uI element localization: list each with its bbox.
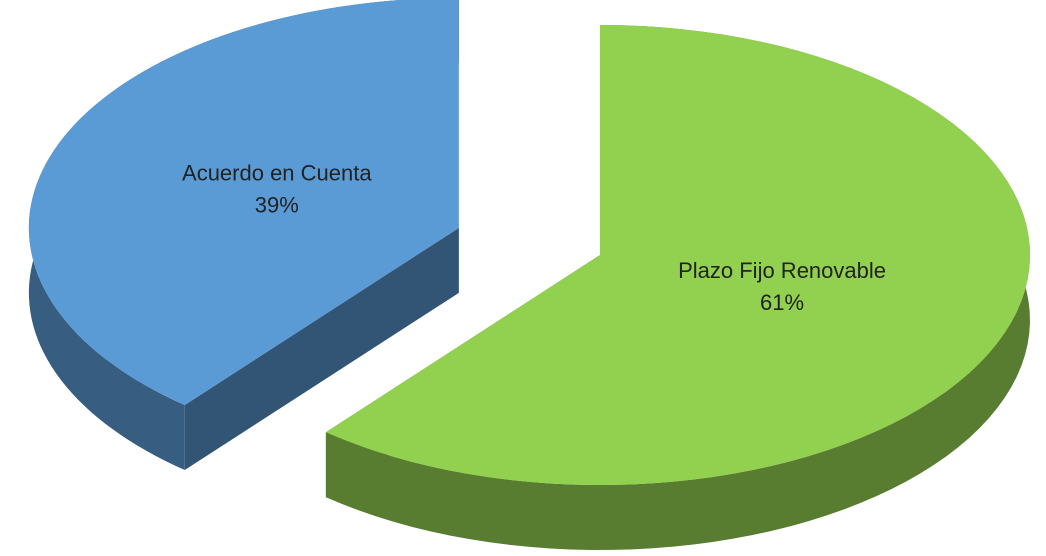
slice-wall [325,25,1030,550]
slice-value-label: 39% [255,193,299,218]
slice-side [184,227,459,471]
slice [325,25,1030,550]
slice [28,0,459,471]
slice-label: Plazo Fijo Renovable [678,258,886,283]
slice-top [325,25,1030,486]
slice-label: Acuerdo en Cuenta [182,161,372,186]
slice-top [28,0,459,406]
slice-value-label: 61% [760,290,804,315]
